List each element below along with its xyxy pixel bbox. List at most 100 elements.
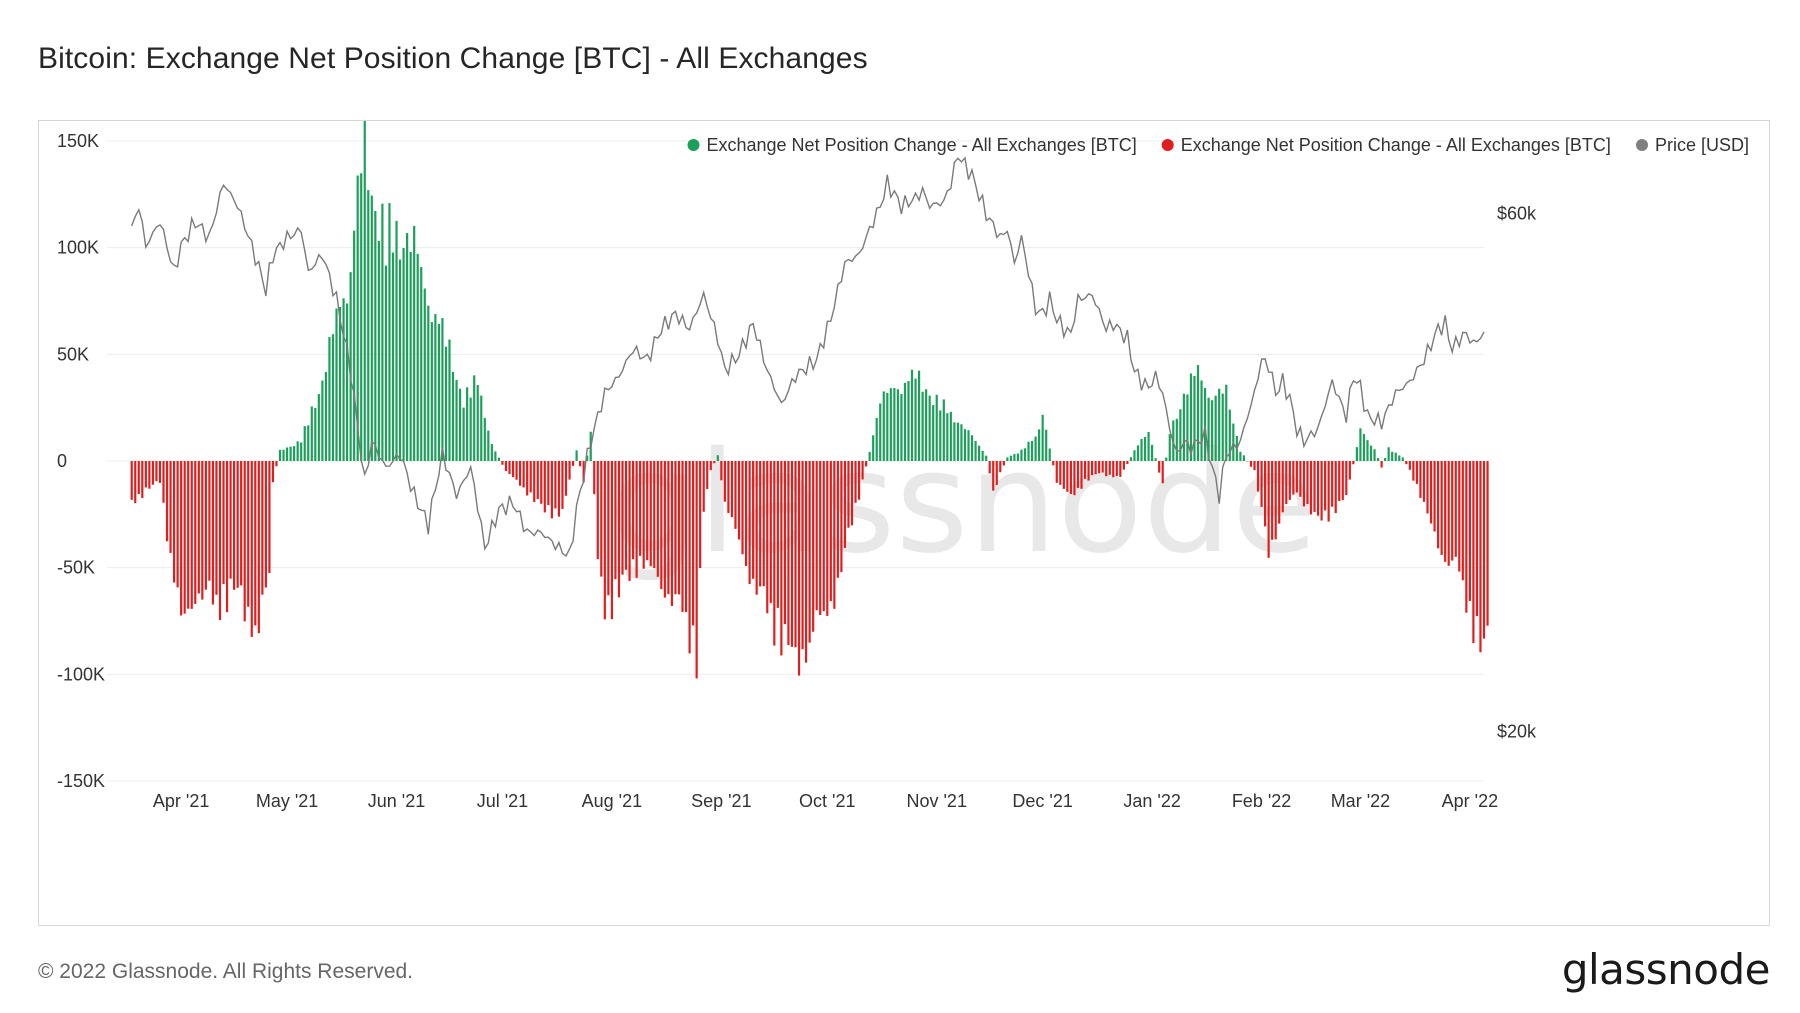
outflow-bar — [727, 461, 730, 513]
outflow-bar — [1309, 461, 1313, 515]
outflow-bar — [865, 461, 868, 467]
outflow-bar — [1338, 461, 1341, 502]
outflow-bar — [1101, 461, 1104, 473]
outflow-bar — [1264, 461, 1267, 527]
inflow-bar — [575, 450, 578, 461]
outflow-bar — [1468, 461, 1471, 601]
inflow-bar — [427, 305, 430, 461]
inflow-bar — [487, 430, 490, 461]
inflow-bar — [872, 435, 875, 461]
inflow-bar — [946, 413, 949, 461]
outflow-bar — [554, 461, 557, 509]
outflow-bar — [1316, 461, 1320, 516]
outflow-bar — [236, 461, 239, 588]
outflow-bar — [187, 461, 190, 609]
inflow-bar — [1038, 429, 1041, 461]
outflow-bar — [822, 461, 825, 612]
inflow-bar — [402, 248, 405, 461]
inflow-bar — [1196, 365, 1200, 461]
inflow-bar — [907, 381, 910, 461]
outflow-bar — [759, 461, 762, 587]
outflow-bar — [999, 461, 1002, 473]
inflow-bar — [367, 190, 370, 461]
outflow-bar — [218, 461, 222, 621]
outflow-bar — [850, 461, 854, 526]
inflow-bar — [1182, 393, 1185, 461]
inflow-bar — [349, 272, 352, 461]
copyright-text: © 2022 Glassnode. All Rights Reserved. — [38, 960, 414, 983]
outflow-bar — [833, 461, 836, 609]
outflow-bar — [197, 461, 200, 594]
inflow-bar — [300, 442, 303, 461]
outflow-bar — [684, 461, 688, 613]
outflow-bar — [1482, 461, 1486, 639]
inflow-bar — [1154, 458, 1157, 461]
outflow-bar — [702, 461, 705, 512]
outflow-bar — [593, 461, 596, 495]
inflow-bar — [949, 411, 952, 461]
outflow-bar — [674, 461, 677, 595]
inflow-bar — [413, 225, 416, 461]
inflow-bar — [356, 175, 359, 461]
outflow-bar — [748, 461, 751, 585]
inflow-bar — [1228, 409, 1231, 461]
inflow-bar — [317, 394, 320, 461]
inflow-bar — [483, 417, 486, 461]
glassnode-logo[interactable]: glassnode — [1561, 945, 1771, 994]
inflow-bar — [978, 445, 981, 461]
outflow-bar — [561, 461, 564, 509]
inflow-bar — [1373, 449, 1376, 461]
inflow-bar — [497, 457, 501, 461]
inflow-bar — [377, 240, 380, 461]
outflow-bar — [857, 461, 861, 500]
inflow-bar — [1362, 434, 1366, 461]
outflow-bar — [854, 461, 857, 503]
outflow-bar — [1288, 461, 1291, 500]
legend-dot-icon — [687, 139, 700, 151]
x-tick-label: Jun '21 — [368, 791, 425, 811]
inflow-bar — [310, 406, 313, 461]
y-tick-label: 0 — [57, 451, 67, 471]
outflow-bar — [1341, 461, 1344, 501]
inflow-bar — [388, 203, 391, 461]
inflow-bar — [963, 429, 967, 461]
outflow-bar — [1122, 461, 1125, 470]
outflow-bar — [579, 461, 582, 467]
inflow-bar — [1048, 448, 1051, 461]
inflow-bar — [381, 203, 384, 461]
inflow-bar — [391, 252, 395, 461]
outflow-bar — [1002, 461, 1005, 466]
inflow-bar — [939, 410, 942, 461]
outflow-bar — [134, 461, 137, 504]
inflow-bar — [1376, 458, 1380, 461]
outflow-bar — [840, 461, 843, 572]
outflow-bar — [201, 461, 204, 600]
outflow-bar — [180, 461, 183, 616]
outflow-bar — [826, 461, 829, 616]
outflow-bar — [988, 461, 991, 474]
outflow-bar — [1161, 461, 1164, 484]
outflow-bar — [649, 461, 652, 567]
inflow-bar — [1246, 461, 1249, 462]
y-tick-label: -50K — [57, 558, 95, 578]
inflow-bar — [875, 418, 878, 461]
x-tick-label: Aug '21 — [582, 791, 643, 811]
outflow-bar — [681, 461, 684, 612]
inflow-bar — [1221, 393, 1224, 461]
outflow-bar — [148, 461, 151, 489]
inflow-bar — [490, 444, 493, 461]
outflow-bar — [1108, 461, 1111, 475]
inflow-bar — [1179, 409, 1182, 461]
chart-canvas: 150K 100K 50K 0 -50K -100K -150K glassnode $60k $… — [57, 121, 1749, 811]
outflow-bar — [1415, 461, 1419, 484]
y-tick-label: 100K — [57, 238, 99, 258]
inflow-bar — [331, 334, 335, 461]
outflow-bar — [1278, 461, 1281, 524]
outflow-bar — [706, 461, 709, 490]
outflow-bar — [699, 461, 702, 569]
outflow-bar — [1267, 461, 1270, 558]
x-tick-label: Nov '21 — [906, 791, 966, 811]
outflow-bar — [631, 461, 635, 560]
outflow-bar — [720, 461, 723, 481]
inflow-bar — [1136, 445, 1140, 461]
